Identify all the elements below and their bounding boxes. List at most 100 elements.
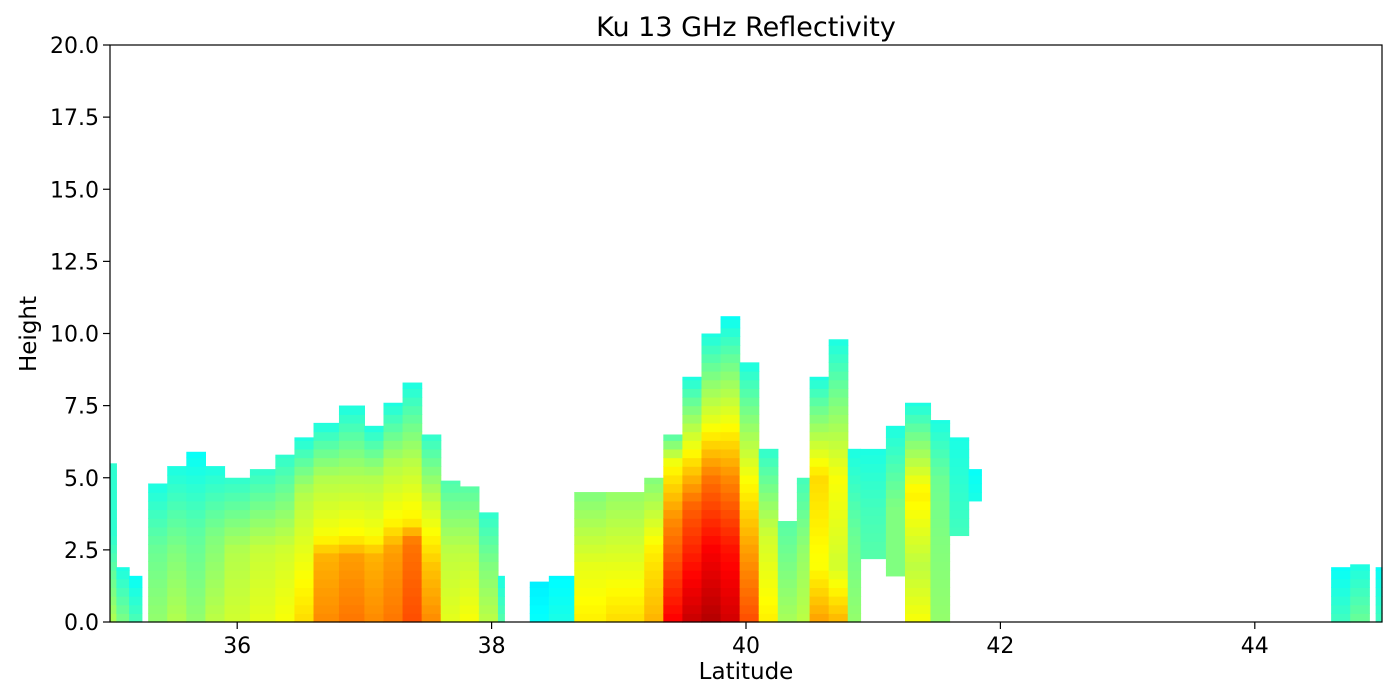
echo-cell [402,440,423,450]
echo-cell [949,466,970,476]
echo-cell [682,561,703,571]
echo-cell [809,414,830,424]
echo-cell [777,535,798,545]
echo-column [205,466,226,623]
echo-cell [383,596,404,606]
echo-cell [720,526,741,537]
echo-cell [338,440,365,450]
echo-cell [644,544,664,554]
echo-cell [402,509,423,519]
echo-cell [313,483,340,493]
echo-cell [383,587,404,597]
echo-cell [313,422,340,424]
echo-cell [720,327,741,337]
echo-cell [809,596,830,606]
echo-cell [777,613,798,623]
echo-cell [739,561,760,571]
echo-cell [644,561,664,571]
echo-cell [682,492,703,502]
reflectivity-heatmap [110,316,1383,623]
echo-cell [275,613,296,623]
echo-cell [777,544,798,554]
echo-cell [809,535,830,545]
echo-cell [364,552,385,563]
echo-cell [663,613,683,623]
echo-cell [885,541,906,551]
echo-column [167,466,187,623]
echo-cell [383,492,404,502]
echo-cell [682,596,703,606]
echo-cell [720,336,741,346]
echo-cell [847,587,862,597]
echo-cell [497,578,505,588]
echo-cell [663,483,683,493]
echo-cell [828,587,849,597]
echo-cell [701,561,722,571]
echo-cell [249,570,276,580]
echo-cell [275,561,296,571]
echo-cell [186,596,206,606]
echo-cell [606,518,645,528]
echo-cell [644,578,664,588]
y-tick-label: 5.0 [64,467,99,492]
echo-cell [421,518,442,528]
echo-column [459,486,480,623]
echo-cell [459,544,480,554]
echo-cell [186,509,206,519]
echo-cell [364,466,385,476]
echo-cell [294,492,315,502]
echo-cell [828,561,849,571]
echo-cell [930,448,951,459]
echo-cell [275,535,296,545]
echo-cell [167,613,187,623]
echo-cell [701,604,722,614]
echo-cell [205,596,226,606]
echo-cell [110,483,117,493]
echo-cell [828,448,849,459]
echo-cell [313,509,340,519]
echo-cell [949,518,970,528]
echo-cell [186,466,206,476]
echo-cell [663,500,683,511]
echo-cell [701,422,722,433]
echo-cell [205,535,226,545]
echo-cell [167,561,187,571]
echo-cell [847,552,862,563]
echo-cell [758,578,779,588]
echo-cell [478,544,499,554]
echo-cell [701,535,722,545]
echo-cell [905,500,932,511]
echo-cell [930,474,951,485]
echo-cell [129,596,143,606]
echo-cell [682,405,703,415]
echo-cell [701,431,722,441]
echo-cell [828,362,849,372]
echo-cell [364,425,385,433]
echo-cell [459,535,480,545]
echo-cell [364,457,385,467]
echo-cell [478,512,499,519]
echo-cell [574,526,607,537]
echo-cell [663,434,683,441]
echo-cell [777,587,798,597]
echo-cell [720,319,741,329]
echo-cell [606,509,645,519]
echo-cell [459,486,480,493]
echo-cell [574,578,607,588]
echo-cell [720,422,741,433]
echo-cell [497,613,505,623]
echo-cell [1350,596,1370,606]
echo-cell [847,535,862,545]
echo-cell [313,613,340,623]
echo-cell [644,552,664,563]
echo-cell [459,561,480,571]
echo-cell [701,371,722,381]
echo-cell [224,552,251,563]
echo-cell [275,500,296,511]
echo-cell [682,388,703,398]
echo-cell [758,509,779,519]
echo-cell [1375,604,1383,614]
echo-cell [402,457,423,467]
echo-cell [548,575,575,580]
echo-cell [644,509,664,519]
